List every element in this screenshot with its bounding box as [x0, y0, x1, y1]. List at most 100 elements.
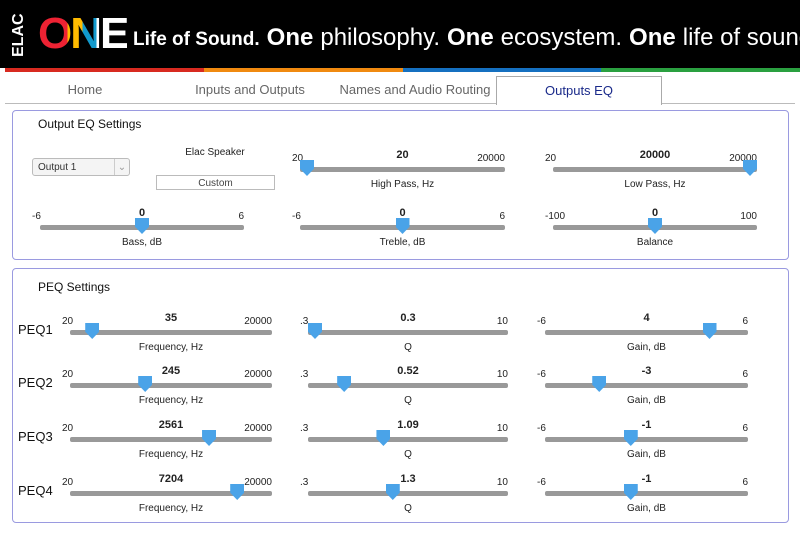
- header: ELAC ONE Life of Sound. One philosophy. One…: [0, 0, 800, 68]
- slider-thumb[interactable]: [138, 376, 153, 392]
- slider-min: -6: [537, 316, 546, 327]
- slider-max: 100: [740, 211, 757, 222]
- tagline-part: Life of Sound.: [133, 29, 260, 50]
- slider-max: 20000: [244, 316, 272, 327]
- slider-caption: Q: [404, 395, 412, 406]
- tab-rule: [5, 103, 795, 104]
- slider-caption: Balance: [636, 237, 674, 248]
- slider-track[interactable]: [70, 491, 272, 496]
- slider-track[interactable]: [308, 437, 508, 442]
- slider-track[interactable]: [553, 167, 757, 172]
- slider-min: 20: [62, 316, 74, 327]
- slider-value: -1: [641, 419, 652, 431]
- slider-thumb[interactable]: [385, 484, 400, 500]
- peq-label: PEQ4: [18, 483, 53, 498]
- slider-thumb[interactable]: [623, 430, 638, 446]
- peq-label: PEQ2: [18, 375, 53, 390]
- slider-thumb[interactable]: [623, 484, 638, 500]
- slider-caption: Q: [404, 342, 412, 353]
- slider-caption: Gain, dB: [627, 395, 666, 406]
- slider-thumb[interactable]: [702, 323, 717, 339]
- slider-caption: Q: [404, 449, 412, 460]
- tagline-part: One: [446, 24, 494, 51]
- slider-min: -6: [32, 211, 41, 222]
- slider-value: 0: [138, 207, 146, 219]
- slider-caption: High Pass, Hz: [370, 179, 435, 190]
- slider-thumb[interactable]: [300, 160, 314, 176]
- slider-max: 6: [742, 477, 748, 488]
- slider-caption: Bass, dB: [121, 237, 163, 248]
- tab[interactable]: Names and Audio Routing: [339, 82, 491, 97]
- slider-caption: Frequency, Hz: [138, 503, 204, 514]
- panel-title: Output EQ Settings: [38, 117, 142, 131]
- slider-track[interactable]: [545, 383, 748, 388]
- slider-max: 10: [496, 477, 508, 488]
- slider-max: 20000: [244, 369, 272, 380]
- tab[interactable]: Outputs EQ: [496, 76, 662, 105]
- slider-min: 20: [62, 423, 74, 434]
- slider-max: 20000: [244, 477, 272, 488]
- slider-caption: Low Pass, Hz: [624, 179, 686, 190]
- slider-min: .3: [300, 316, 309, 327]
- slider-track[interactable]: [70, 383, 272, 388]
- slider-min: -6: [537, 477, 546, 488]
- slider-max: 6: [742, 423, 748, 434]
- color-strip: [5, 68, 800, 72]
- slider-value: 0.3: [400, 312, 416, 324]
- slider-thumb[interactable]: [337, 376, 352, 392]
- tagline-part: One: [629, 24, 676, 51]
- slider-thumb[interactable]: [308, 323, 322, 339]
- slider-value: 1.09: [397, 419, 419, 431]
- slider-value: 0.52: [397, 365, 419, 377]
- panel-title: PEQ Settings: [38, 280, 111, 294]
- slider-thumb[interactable]: [743, 160, 757, 176]
- slider-min: 20: [62, 477, 74, 488]
- slider-value: 245: [161, 365, 181, 377]
- slider-max: 20000: [477, 153, 505, 164]
- slider-thumb[interactable]: [135, 218, 149, 234]
- peq-label: PEQ3: [18, 429, 53, 444]
- tab[interactable]: Home: [67, 82, 103, 97]
- brand-logo: ONE: [38, 9, 129, 58]
- slider-track[interactable]: [70, 437, 272, 442]
- slider-value: 2561: [158, 419, 184, 431]
- slider-thumb[interactable]: [592, 376, 607, 392]
- tab[interactable]: Inputs and Outputs: [195, 82, 305, 97]
- slider-thumb[interactable]: [395, 218, 410, 234]
- output-select[interactable]: Output 1 ⌄: [32, 158, 130, 176]
- slider-max: 10: [496, 316, 508, 327]
- slider-track[interactable]: [308, 383, 508, 388]
- slider-min: .3: [300, 369, 309, 380]
- slider-track[interactable]: [308, 330, 508, 335]
- slider-value: 7204: [158, 473, 184, 485]
- slider-min: 20: [545, 153, 557, 164]
- output-eq-panel: [12, 110, 789, 260]
- slider-track[interactable]: [545, 330, 748, 335]
- slider-track[interactable]: [308, 491, 508, 496]
- slider-min: -100: [545, 211, 566, 222]
- slider-min: -6: [292, 211, 301, 222]
- slider-caption: Treble, dB: [379, 237, 426, 248]
- slider-track[interactable]: [545, 491, 748, 496]
- slider-thumb[interactable]: [202, 430, 217, 446]
- tagline: Life of Sound. One philosophy. One ecosystem…: [133, 24, 800, 52]
- slider-min: .3: [300, 477, 309, 488]
- preset-box[interactable]: Custom: [156, 175, 275, 190]
- slider-thumb[interactable]: [376, 430, 391, 446]
- slider-min: 20: [292, 153, 304, 164]
- peq-panel: [12, 268, 789, 523]
- slider-value: -3: [641, 365, 652, 377]
- slider-caption: Frequency, Hz: [138, 449, 204, 460]
- slider-min: -6: [537, 369, 546, 380]
- slider-max: 6: [499, 211, 505, 222]
- slider-track[interactable]: [300, 167, 505, 172]
- slider-thumb[interactable]: [230, 484, 245, 500]
- slider-track[interactable]: [70, 330, 272, 335]
- slider-track[interactable]: [545, 437, 748, 442]
- slider-max: 10: [496, 369, 508, 380]
- slider-max: 20000: [244, 423, 272, 434]
- slider-caption: Frequency, Hz: [138, 395, 204, 406]
- slider-thumb[interactable]: [648, 218, 662, 234]
- slider-thumb[interactable]: [85, 323, 100, 339]
